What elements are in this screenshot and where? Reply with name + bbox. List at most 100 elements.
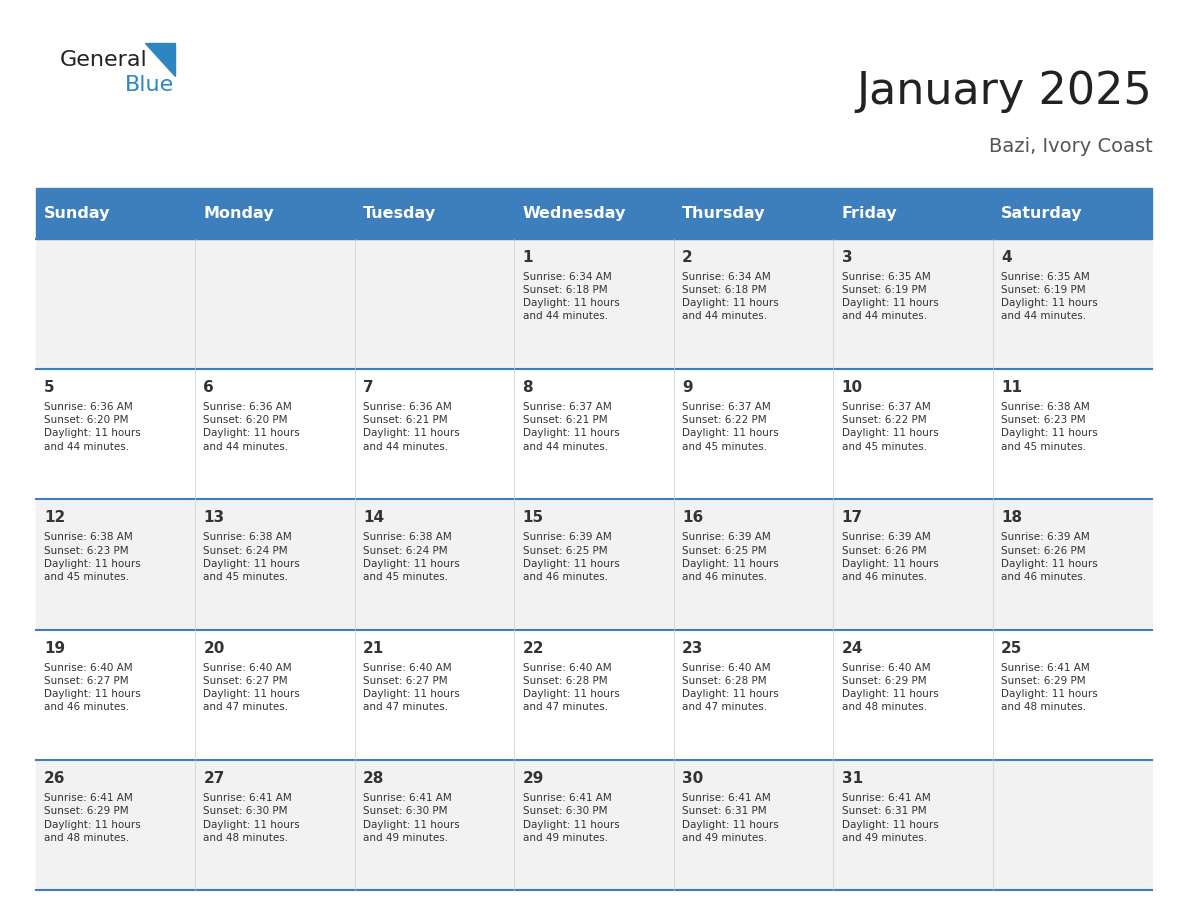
Text: Sunrise: 6:41 AM
Sunset: 6:30 PM
Daylight: 11 hours
and 48 minutes.: Sunrise: 6:41 AM Sunset: 6:30 PM Dayligh…: [203, 793, 301, 843]
Polygon shape: [674, 369, 833, 499]
Text: 4: 4: [1001, 250, 1012, 264]
Polygon shape: [514, 760, 674, 890]
Text: Friday: Friday: [841, 206, 897, 221]
Text: Sunrise: 6:40 AM
Sunset: 6:28 PM
Daylight: 11 hours
and 47 minutes.: Sunrise: 6:40 AM Sunset: 6:28 PM Dayligh…: [523, 663, 619, 712]
Text: 22: 22: [523, 641, 544, 655]
Polygon shape: [993, 188, 1152, 239]
Text: 5: 5: [44, 380, 55, 395]
Text: 24: 24: [841, 641, 862, 655]
Text: 2: 2: [682, 250, 693, 264]
Polygon shape: [195, 499, 355, 630]
Text: Sunrise: 6:38 AM
Sunset: 6:23 PM
Daylight: 11 hours
and 45 minutes.: Sunrise: 6:38 AM Sunset: 6:23 PM Dayligh…: [1001, 402, 1098, 452]
Polygon shape: [833, 760, 993, 890]
Text: Sunrise: 6:40 AM
Sunset: 6:27 PM
Daylight: 11 hours
and 47 minutes.: Sunrise: 6:40 AM Sunset: 6:27 PM Dayligh…: [203, 663, 301, 712]
Text: 6: 6: [203, 380, 214, 395]
Polygon shape: [674, 499, 833, 630]
Text: Sunrise: 6:34 AM
Sunset: 6:18 PM
Daylight: 11 hours
and 44 minutes.: Sunrise: 6:34 AM Sunset: 6:18 PM Dayligh…: [523, 272, 619, 321]
Text: January 2025: January 2025: [857, 71, 1152, 113]
Text: Sunrise: 6:35 AM
Sunset: 6:19 PM
Daylight: 11 hours
and 44 minutes.: Sunrise: 6:35 AM Sunset: 6:19 PM Dayligh…: [841, 272, 939, 321]
Text: Sunrise: 6:38 AM
Sunset: 6:23 PM
Daylight: 11 hours
and 45 minutes.: Sunrise: 6:38 AM Sunset: 6:23 PM Dayligh…: [44, 532, 140, 582]
Text: 17: 17: [841, 510, 862, 525]
Text: Bazi, Ivory Coast: Bazi, Ivory Coast: [988, 138, 1152, 156]
Polygon shape: [514, 630, 674, 760]
Polygon shape: [993, 760, 1152, 890]
Text: Sunrise: 6:41 AM
Sunset: 6:31 PM
Daylight: 11 hours
and 49 minutes.: Sunrise: 6:41 AM Sunset: 6:31 PM Dayligh…: [841, 793, 939, 843]
Text: 30: 30: [682, 771, 703, 786]
Text: Sunrise: 6:41 AM
Sunset: 6:30 PM
Daylight: 11 hours
and 49 minutes.: Sunrise: 6:41 AM Sunset: 6:30 PM Dayligh…: [523, 793, 619, 843]
Text: 23: 23: [682, 641, 703, 655]
Text: Sunrise: 6:40 AM
Sunset: 6:29 PM
Daylight: 11 hours
and 48 minutes.: Sunrise: 6:40 AM Sunset: 6:29 PM Dayligh…: [841, 663, 939, 712]
Polygon shape: [514, 499, 674, 630]
Text: Sunrise: 6:39 AM
Sunset: 6:26 PM
Daylight: 11 hours
and 46 minutes.: Sunrise: 6:39 AM Sunset: 6:26 PM Dayligh…: [841, 532, 939, 582]
Text: Sunrise: 6:39 AM
Sunset: 6:25 PM
Daylight: 11 hours
and 46 minutes.: Sunrise: 6:39 AM Sunset: 6:25 PM Dayligh…: [682, 532, 779, 582]
Polygon shape: [355, 188, 514, 239]
Text: Blue: Blue: [125, 75, 173, 95]
Polygon shape: [674, 188, 833, 239]
Text: Sunrise: 6:41 AM
Sunset: 6:29 PM
Daylight: 11 hours
and 48 minutes.: Sunrise: 6:41 AM Sunset: 6:29 PM Dayligh…: [1001, 663, 1098, 712]
Polygon shape: [195, 760, 355, 890]
Polygon shape: [355, 499, 514, 630]
Text: Sunrise: 6:35 AM
Sunset: 6:19 PM
Daylight: 11 hours
and 44 minutes.: Sunrise: 6:35 AM Sunset: 6:19 PM Dayligh…: [1001, 272, 1098, 321]
Polygon shape: [833, 239, 993, 369]
Text: 7: 7: [364, 380, 374, 395]
Polygon shape: [514, 188, 674, 239]
Polygon shape: [514, 369, 674, 499]
Polygon shape: [36, 760, 195, 890]
Text: 31: 31: [841, 771, 862, 786]
Text: General: General: [59, 50, 147, 70]
Text: Sunrise: 6:37 AM
Sunset: 6:22 PM
Daylight: 11 hours
and 45 minutes.: Sunrise: 6:37 AM Sunset: 6:22 PM Dayligh…: [841, 402, 939, 452]
Text: 20: 20: [203, 641, 225, 655]
Text: Monday: Monday: [203, 206, 274, 221]
Text: 18: 18: [1001, 510, 1022, 525]
Polygon shape: [993, 499, 1152, 630]
Text: Sunrise: 6:37 AM
Sunset: 6:21 PM
Daylight: 11 hours
and 44 minutes.: Sunrise: 6:37 AM Sunset: 6:21 PM Dayligh…: [523, 402, 619, 452]
Text: 11: 11: [1001, 380, 1022, 395]
Polygon shape: [36, 188, 195, 239]
Text: Sunrise: 6:38 AM
Sunset: 6:24 PM
Daylight: 11 hours
and 45 minutes.: Sunrise: 6:38 AM Sunset: 6:24 PM Dayligh…: [203, 532, 301, 582]
Polygon shape: [355, 630, 514, 760]
Polygon shape: [674, 630, 833, 760]
Polygon shape: [833, 369, 993, 499]
Text: Sunday: Sunday: [44, 206, 110, 221]
Polygon shape: [355, 239, 514, 369]
Polygon shape: [674, 760, 833, 890]
Polygon shape: [355, 760, 514, 890]
Text: 19: 19: [44, 641, 65, 655]
Text: Wednesday: Wednesday: [523, 206, 626, 221]
Polygon shape: [36, 499, 195, 630]
Text: Sunrise: 6:37 AM
Sunset: 6:22 PM
Daylight: 11 hours
and 45 minutes.: Sunrise: 6:37 AM Sunset: 6:22 PM Dayligh…: [682, 402, 779, 452]
Text: Sunrise: 6:39 AM
Sunset: 6:26 PM
Daylight: 11 hours
and 46 minutes.: Sunrise: 6:39 AM Sunset: 6:26 PM Dayligh…: [1001, 532, 1098, 582]
Text: 28: 28: [364, 771, 385, 786]
Text: Sunrise: 6:36 AM
Sunset: 6:20 PM
Daylight: 11 hours
and 44 minutes.: Sunrise: 6:36 AM Sunset: 6:20 PM Dayligh…: [44, 402, 140, 452]
Text: Sunrise: 6:36 AM
Sunset: 6:20 PM
Daylight: 11 hours
and 44 minutes.: Sunrise: 6:36 AM Sunset: 6:20 PM Dayligh…: [203, 402, 301, 452]
Polygon shape: [145, 43, 175, 76]
Text: Sunrise: 6:40 AM
Sunset: 6:27 PM
Daylight: 11 hours
and 47 minutes.: Sunrise: 6:40 AM Sunset: 6:27 PM Dayligh…: [364, 663, 460, 712]
Polygon shape: [993, 630, 1152, 760]
Text: Sunrise: 6:40 AM
Sunset: 6:27 PM
Daylight: 11 hours
and 46 minutes.: Sunrise: 6:40 AM Sunset: 6:27 PM Dayligh…: [44, 663, 140, 712]
Text: 1: 1: [523, 250, 533, 264]
Polygon shape: [195, 369, 355, 499]
Text: 10: 10: [841, 380, 862, 395]
Polygon shape: [993, 239, 1152, 369]
Text: 16: 16: [682, 510, 703, 525]
Text: Sunrise: 6:39 AM
Sunset: 6:25 PM
Daylight: 11 hours
and 46 minutes.: Sunrise: 6:39 AM Sunset: 6:25 PM Dayligh…: [523, 532, 619, 582]
Text: 27: 27: [203, 771, 225, 786]
Text: 21: 21: [364, 641, 384, 655]
Text: 26: 26: [44, 771, 65, 786]
Text: Tuesday: Tuesday: [364, 206, 436, 221]
Text: Sunrise: 6:41 AM
Sunset: 6:29 PM
Daylight: 11 hours
and 48 minutes.: Sunrise: 6:41 AM Sunset: 6:29 PM Dayligh…: [44, 793, 140, 843]
Text: Sunrise: 6:40 AM
Sunset: 6:28 PM
Daylight: 11 hours
and 47 minutes.: Sunrise: 6:40 AM Sunset: 6:28 PM Dayligh…: [682, 663, 779, 712]
Text: Sunrise: 6:34 AM
Sunset: 6:18 PM
Daylight: 11 hours
and 44 minutes.: Sunrise: 6:34 AM Sunset: 6:18 PM Dayligh…: [682, 272, 779, 321]
Polygon shape: [833, 630, 993, 760]
Text: 8: 8: [523, 380, 533, 395]
Polygon shape: [833, 188, 993, 239]
Text: Sunrise: 6:41 AM
Sunset: 6:30 PM
Daylight: 11 hours
and 49 minutes.: Sunrise: 6:41 AM Sunset: 6:30 PM Dayligh…: [364, 793, 460, 843]
Polygon shape: [674, 239, 833, 369]
Polygon shape: [195, 188, 355, 239]
Text: 29: 29: [523, 771, 544, 786]
Text: 12: 12: [44, 510, 65, 525]
Text: 25: 25: [1001, 641, 1023, 655]
Polygon shape: [355, 369, 514, 499]
Polygon shape: [195, 239, 355, 369]
Text: 13: 13: [203, 510, 225, 525]
